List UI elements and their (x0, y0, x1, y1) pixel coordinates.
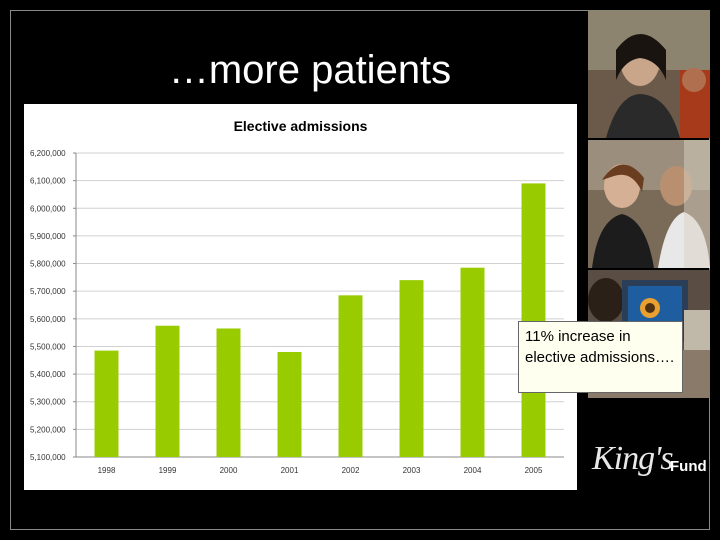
x-tick-label: 2003 (403, 466, 421, 475)
y-tick-label: 5,300,000 (30, 398, 66, 407)
y-tick-label: 5,200,000 (30, 425, 66, 434)
kings-fund-logo: King's Fund (592, 440, 712, 490)
y-tick-label: 5,400,000 (30, 370, 66, 379)
x-tick-label: 1999 (159, 466, 177, 475)
bar-chart: 5,100,000 5,200,000 5,300,000 5,400,000 5,50… (30, 149, 564, 475)
bar (338, 295, 363, 457)
bar (277, 351, 302, 457)
x-tick-label: 1998 (98, 466, 116, 475)
y-tick-label: 6,100,000 (30, 177, 66, 186)
x-tick-label: 2005 (525, 466, 543, 475)
y-tick-label: 5,500,000 (30, 342, 66, 351)
logo-fund-text: Fund (670, 458, 707, 475)
y-tick-label: 5,800,000 (30, 260, 66, 269)
y-tick-label: 6,200,000 (30, 149, 66, 158)
logo-script-text: King's (592, 440, 674, 477)
callout-box: 11% increase in elective admissions…. (518, 321, 683, 393)
x-tick-label: 2004 (464, 466, 482, 475)
bar (460, 267, 485, 457)
x-tick-label: 2000 (220, 466, 238, 475)
woman-thinking-photo (588, 10, 710, 138)
x-tick-label: 2002 (342, 466, 360, 475)
slide-title: …more patients (168, 48, 452, 92)
bar (399, 280, 424, 457)
y-tick-label: 5,700,000 (30, 287, 66, 296)
bar (216, 328, 241, 457)
y-tick-label: 5,100,000 (30, 453, 66, 462)
chart-panel: 5,100,000 5,200,000 5,300,000 5,400,000 5,50… (24, 104, 577, 490)
chart-title: Elective admissions (233, 118, 368, 134)
bar (521, 183, 546, 457)
bar (155, 325, 180, 457)
y-tick-label: 5,600,000 (30, 315, 66, 324)
smiling-woman-photo (588, 140, 710, 268)
x-tick-label: 2001 (281, 466, 299, 475)
bar (94, 350, 119, 457)
y-tick-label: 6,000,000 (30, 204, 66, 213)
y-tick-label: 5,900,000 (30, 232, 66, 241)
